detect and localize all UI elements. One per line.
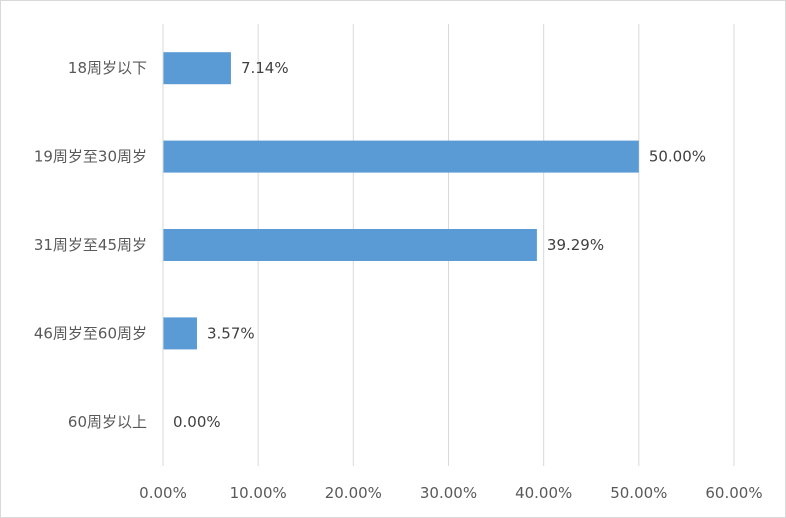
data-labels: 7.14% 50.00% 39.29% 3.57% 0.00%	[173, 59, 706, 431]
x-tick-labels: 0.00% 10.00% 20.00% 30.00% 40.00% 50.00% 60.00…	[139, 484, 762, 502]
x-tick-label: 40.00%	[515, 484, 572, 502]
bars	[163, 52, 639, 350]
bar	[163, 229, 537, 261]
x-tick-label: 60.00%	[705, 484, 762, 502]
data-label: 50.00%	[649, 148, 706, 166]
data-label: 0.00%	[173, 413, 221, 431]
x-tick-label: 10.00%	[230, 484, 287, 502]
data-label: 7.14%	[241, 59, 289, 77]
category-label: 19周岁至30周岁	[34, 148, 147, 166]
bar	[163, 52, 231, 85]
bar	[163, 317, 197, 350]
x-tick-label: 30.00%	[420, 484, 477, 502]
x-tick-label: 20.00%	[325, 484, 382, 502]
category-label: 60周岁以上	[68, 413, 147, 431]
x-tick-label: 50.00%	[610, 484, 667, 502]
x-tick-label: 0.00%	[139, 484, 187, 502]
category-label: 18周岁以下	[68, 59, 147, 77]
category-label: 46周岁至60周岁	[34, 324, 147, 342]
data-label: 39.29%	[547, 236, 604, 254]
data-label: 3.57%	[207, 324, 255, 342]
category-labels: 18周岁以下 19周岁至30周岁 31周岁至45周岁 46周岁至60周岁 60周岁以上	[34, 59, 147, 431]
gridlines	[257, 24, 735, 466]
bar	[163, 140, 639, 173]
category-label: 31周岁至45周岁	[34, 236, 147, 254]
